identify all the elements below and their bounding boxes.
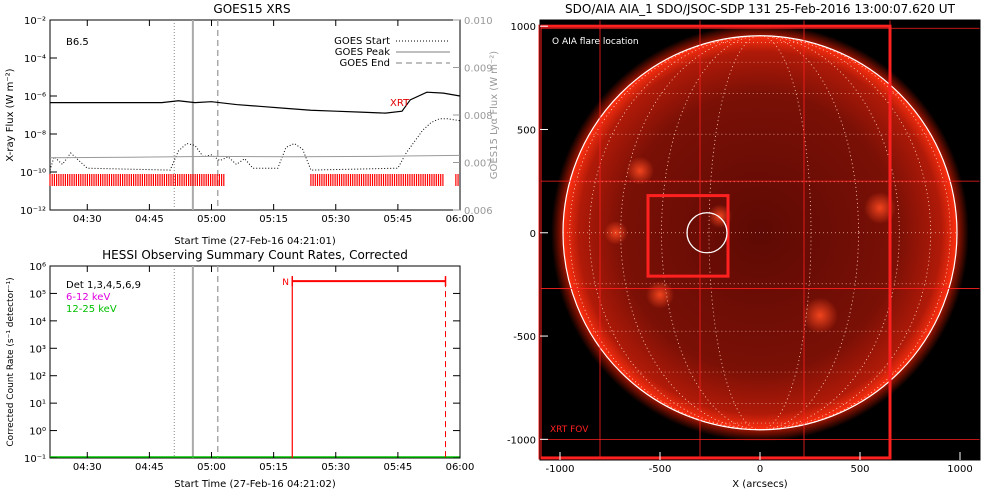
aia-legend-label: O AIA flare location — [552, 37, 639, 47]
goes-xtick-label: 04:30 — [73, 214, 102, 225]
hessi-ytick-label: 10⁵ — [29, 289, 46, 300]
aia-ytick-label: 500 — [517, 125, 536, 136]
aia-ytick-label: 0 — [530, 229, 536, 240]
aia-ytick-label: 1000 — [511, 22, 536, 33]
goes-xtick-label: 04:45 — [135, 214, 164, 225]
aia-xrt-fov-label: XRT FOV — [550, 425, 589, 435]
hessi-xtick-label: 06:00 — [446, 462, 475, 473]
hessi-ytick-label: 10⁶ — [29, 262, 46, 273]
legend-goes-end: GOES End — [340, 58, 390, 69]
hessi-data-layer: N — [50, 266, 460, 458]
goes-ytick-label: 10⁻⁸ — [24, 130, 46, 141]
hessi-legend-detectors: Det 1,3,4,5,6,9 — [66, 280, 141, 291]
goes-series-1 — [49, 118, 461, 171]
aia-xlabel: X (arcsecs) — [732, 479, 788, 490]
hessi-xtick-label: 05:45 — [383, 462, 412, 473]
goes-class-label: B6.5 — [66, 37, 89, 48]
sun-bright-region-4 — [802, 297, 838, 334]
hessi-title: HESSI Observing Summary Count Rates, Cor… — [102, 248, 408, 262]
goes-series-0 — [50, 91, 461, 114]
goes-y2tick-label: 0.008 — [464, 111, 493, 122]
hessi-ytick-label: 10⁰ — [29, 427, 46, 438]
goes-ytick-label: 10⁻⁴ — [24, 54, 46, 65]
grid-longitude — [708, 35, 812, 431]
goes-y2tick-label: 0.006 — [464, 206, 493, 217]
goes-ytick-label: 10⁻² — [24, 16, 46, 27]
grid-longitude — [661, 35, 859, 431]
goes-y2tick-label: 0.007 — [464, 159, 493, 170]
hessi-xtick-label: 04:45 — [135, 462, 164, 473]
sun-bright-region-2 — [864, 191, 896, 224]
aia-ytick-label: -1000 — [507, 435, 536, 446]
hessi-ytick-label: 10⁻¹ — [24, 454, 46, 465]
goes-xrs-panel: GOES15 XRS 04:30 04:45 05:00 05:15 05:30 05:4… — [5, 2, 500, 247]
aia-solar-image — [538, 20, 980, 460]
goes-red-bar-2 — [455, 174, 459, 186]
aia-axes: -1000 -500 0 500 1000 -1000 -500 0 500 1000 — [507, 19, 981, 475]
hessi-ytick-label: 10² — [29, 372, 46, 383]
solar-limb-outline — [562, 35, 958, 431]
hessi-xtick-label: 04:30 — [73, 462, 102, 473]
aia-xtick-label: 0 — [757, 464, 763, 475]
goes-y2tick-label: 0.009 — [464, 64, 493, 75]
hessi-legend-low-energy: 6-12 keV — [66, 292, 110, 303]
goes-ytick-label: 10⁻⁶ — [24, 92, 46, 103]
hessi-axes: 04:30 04:45 05:00 05:15 05:30 05:45 06:00 10⁻¹ 1… — [24, 262, 474, 473]
goes-red-bar-0 — [49, 174, 225, 186]
goes-xtick-label: 05:30 — [321, 214, 350, 225]
hessi-xlabel: Start Time (27-Feb-16 04:21:02) — [174, 479, 336, 490]
sun-bright-region-1 — [646, 280, 674, 309]
goes-title: GOES15 XRS — [213, 2, 290, 16]
sun-bright-region-5 — [626, 156, 654, 185]
goes-y2tick-label: 0.010 — [464, 16, 493, 27]
hessi-ytick-label: 10³ — [29, 344, 46, 355]
legend-goes-start: GOES Start — [334, 36, 390, 47]
hessi-legend-high-energy: 12-25 keV — [66, 304, 117, 315]
aia-xtick-label: -1000 — [545, 464, 574, 475]
goes-xtick-label: 05:45 — [383, 214, 412, 225]
goes-ylabel-right: GOES15 Lyα Flux (W m⁻²) — [489, 51, 500, 179]
goes-data-layer — [49, 20, 461, 210]
hessi-xtick-label: 05:00 — [197, 462, 226, 473]
aia-flare-circle — [686, 212, 728, 254]
aia-ytick-label: -500 — [513, 332, 536, 343]
aia-title: SDO/AIA AIA_1 SDO/JSOC-SDP 131 25-Feb-20… — [565, 2, 956, 16]
aia-xtick-label: 500 — [850, 464, 869, 475]
hessi-xtick-label: 05:30 — [321, 462, 350, 473]
aia-xtick-label: -500 — [649, 464, 672, 475]
grid-longitude — [620, 35, 900, 431]
goes-red-bar-1 — [310, 174, 444, 186]
legend-goes-peak: GOES Peak — [335, 47, 390, 58]
hessi-plot-frame — [49, 265, 461, 459]
goes-xtick-label: 05:15 — [259, 214, 288, 225]
hessi-ytick-label: 10⁴ — [29, 317, 46, 328]
aia-image-panel: SDO/AIA AIA_1 SDO/JSOC-SDP 131 25-Feb-20… — [507, 2, 981, 490]
hessi-ytick-label: 10¹ — [29, 399, 46, 410]
goes-ytick-label: 10⁻¹² — [20, 206, 46, 217]
goes-xrt-annotation: XRT — [390, 98, 410, 109]
goes-legend: GOES Start GOES Peak GOES End — [334, 36, 450, 69]
hessi-xtick-label: 05:15 — [259, 462, 288, 473]
goes-xlabel: Start Time (27-Feb-16 04:21:01) — [174, 236, 336, 247]
hessi-panel: HESSI Observing Summary Count Rates, Cor… — [6, 248, 474, 490]
goes-xtick-label: 06:00 — [446, 214, 475, 225]
aia-xtick-label: 1000 — [947, 464, 972, 475]
xrt-target-box — [646, 194, 730, 278]
hessi-ylabel: Corrected Count Rate (s⁻¹ detector⁻¹) — [6, 277, 16, 446]
hessi-marker-label: N — [282, 278, 289, 288]
goes-xtick-label: 05:00 — [197, 214, 226, 225]
goes-axes: 04:30 04:45 05:00 05:15 05:30 05:45 06:00 10⁻¹²… — [20, 16, 493, 225]
sun-bright-region-3 — [708, 204, 732, 229]
goes-series-2 — [49, 154, 461, 159]
goes-ylabel: X-ray Flux (W m⁻²) — [5, 68, 16, 161]
goes-ytick-label: 10⁻¹⁰ — [20, 168, 46, 179]
